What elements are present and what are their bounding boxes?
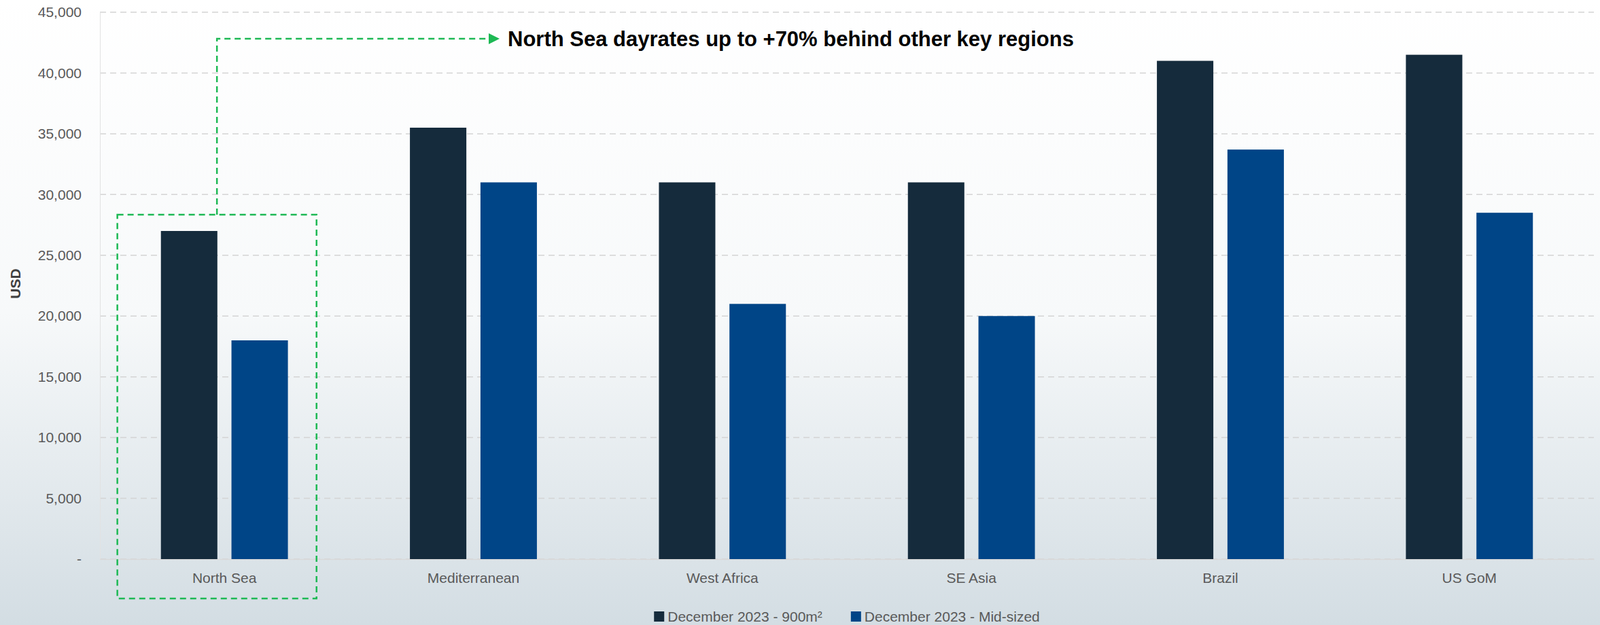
y-tick: 15,000 (38, 369, 100, 385)
x-axis: North Sea Mediterranean West Africa SE Asia… (100, 559, 1595, 586)
bar (978, 316, 1036, 560)
grid-line (99, 254, 1594, 257)
legend-swatch (850, 611, 862, 622)
y-tick-label: 10,000 (38, 429, 82, 446)
x-tick-label: SE Asia (946, 570, 997, 586)
y-tick-label: 40,000 (38, 65, 82, 81)
grid-line (99, 437, 1594, 439)
chart: - 5,000 10,000 15,000 20,000 25,000 30,000 35,0… (0, 0, 1600, 625)
x-tick: SE Asia (946, 559, 997, 586)
bar (1405, 55, 1463, 560)
legend-label: December 2023 - 900m² (667, 609, 823, 625)
bars (161, 55, 1533, 560)
connector (216, 38, 491, 215)
bar (1476, 212, 1533, 560)
x-tick-label: Brazil (1202, 570, 1239, 586)
arrow-head (488, 33, 500, 45)
grid-line (99, 133, 1594, 135)
y-tick: 20,000 (38, 307, 100, 324)
grid-line (99, 194, 1594, 196)
y-tick-label: - (76, 551, 82, 567)
y-tick: 30,000 (38, 186, 100, 203)
legend-item: December 2023 - Mid-sized (850, 609, 1040, 625)
bar (231, 340, 289, 560)
bar (1227, 149, 1284, 560)
x-tick-label: North Sea (192, 570, 257, 586)
y-axis-title: USD (7, 268, 24, 299)
y-tick-label: 25,000 (38, 247, 82, 264)
bar (658, 182, 716, 560)
x-tick: Brazil (1202, 559, 1239, 586)
bar-series (231, 149, 1534, 560)
y-tick: 45,000 (38, 4, 100, 20)
annotation-text: North Sea dayrates up to +70% behind oth… (507, 27, 1074, 51)
y-tick: - (76, 551, 100, 567)
highlight-box (117, 214, 317, 599)
plot: - 5,000 10,000 15,000 20,000 25,000 30,000 35,0… (38, 4, 1595, 586)
y-axis: - 5,000 10,000 15,000 20,000 25,000 30,000 35,0… (38, 4, 101, 567)
legend-item: December 2023 - 900m² (653, 609, 823, 625)
bar (480, 182, 537, 560)
bar (161, 231, 218, 560)
grid-line (99, 72, 1594, 75)
background (0, 0, 1600, 625)
x-tick: North Sea (192, 559, 257, 586)
y-axis-line (99, 12, 101, 561)
y-tick-label: 30,000 (38, 186, 82, 203)
y-tick-label: 15,000 (38, 369, 82, 385)
y-tick: 25,000 (38, 247, 100, 264)
x-tick: US GoM (1442, 559, 1498, 586)
y-tick-label: 20,000 (38, 307, 82, 324)
x-tick-label: Mediterranean (427, 570, 520, 586)
legend-swatch (653, 611, 665, 622)
bar-series (161, 55, 1463, 560)
x-tick-label: West Africa (686, 570, 759, 586)
bar (409, 127, 467, 560)
x-tick: Mediterranean (427, 559, 520, 586)
grid-line (99, 11, 1594, 13)
grid-line (99, 315, 1594, 317)
x-tick-label: US GoM (1442, 570, 1498, 586)
legend-label: December 2023 - Mid-sized (864, 609, 1040, 625)
grid-line (99, 498, 1594, 500)
annotation: North Sea dayrates up to +70% behind oth… (117, 27, 1074, 599)
grid (99, 12, 1594, 560)
x-axis-line (100, 559, 1595, 561)
y-tick: 5,000 (45, 490, 100, 507)
y-tick: 40,000 (38, 65, 100, 81)
grid-line (99, 376, 1594, 378)
y-tick-label: 45,000 (38, 4, 82, 20)
y-tick: 35,000 (38, 125, 100, 142)
y-tick: 10,000 (38, 429, 100, 446)
bar (1156, 61, 1214, 560)
bar (729, 303, 786, 560)
y-tick-label: 35,000 (38, 125, 82, 142)
legend: December 2023 - 900m² December 2023 - Mid… (653, 609, 1040, 625)
bar (908, 182, 965, 560)
grid-line (99, 558, 1594, 561)
y-tick-label: 5,000 (45, 490, 82, 507)
x-tick: West Africa (686, 559, 759, 586)
